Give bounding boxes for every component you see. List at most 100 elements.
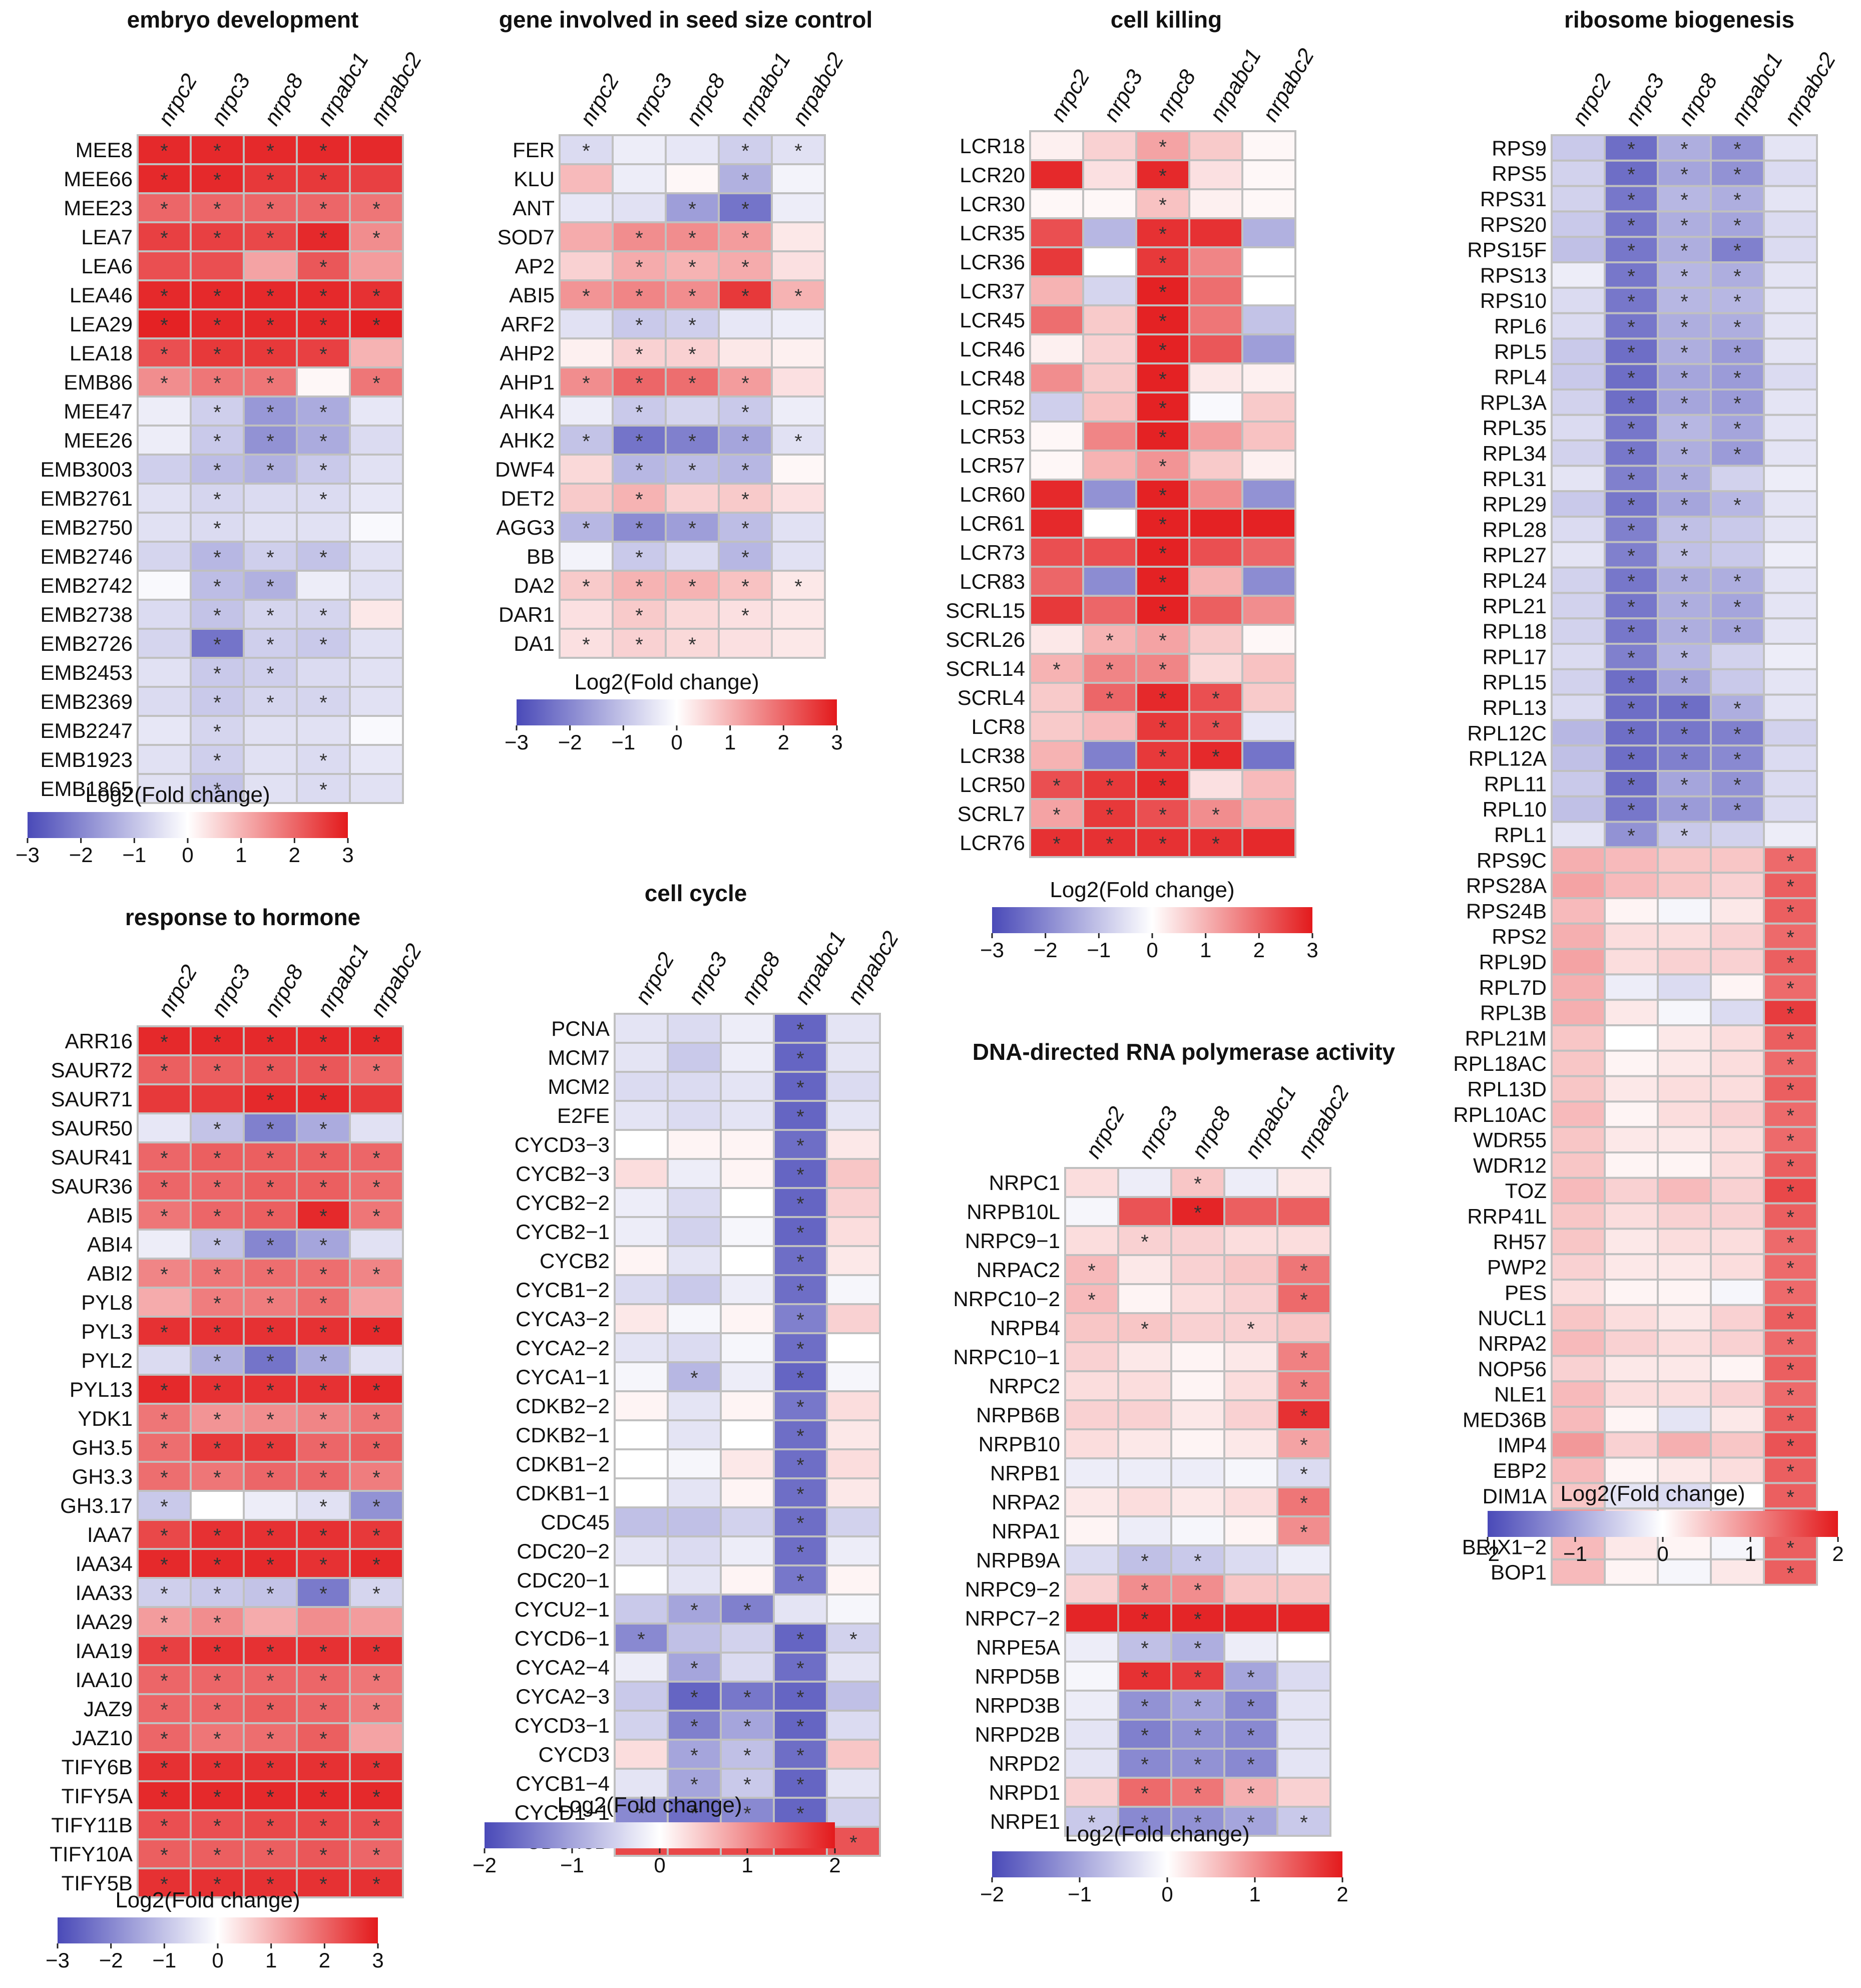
heatmap-cell (771, 395, 826, 427)
significance-star: * (1680, 520, 1688, 542)
heatmap-cell (1551, 134, 1606, 162)
significance-star: * (266, 372, 274, 394)
heatmap-cell (667, 1390, 722, 1421)
heatmap-cell (773, 1390, 828, 1421)
significance-star: * (372, 1176, 380, 1199)
heatmap-cell (771, 599, 826, 630)
significance-star: * (266, 1031, 274, 1053)
heatmap-cell (1551, 999, 1606, 1026)
legend-tick-label: 1 (235, 843, 247, 867)
heatmap-cell (614, 1042, 669, 1073)
heatmap-cell (137, 599, 192, 630)
significance-star: * (1159, 630, 1167, 652)
significance-star: * (688, 343, 696, 365)
significance-star: * (688, 314, 696, 336)
legend-tick-label: −1 (560, 1853, 584, 1877)
significance-star: * (1106, 630, 1114, 652)
row-label: JAZ10 (72, 1726, 133, 1750)
heatmap-cell (1551, 897, 1606, 925)
row-label: MEE8 (76, 138, 133, 162)
heatmap-cell (773, 1535, 828, 1566)
row-label: RH57 (1493, 1230, 1547, 1254)
significance-star: * (266, 1118, 274, 1140)
significance-star: * (1159, 310, 1167, 332)
heatmap-cell (771, 279, 826, 310)
heatmap-cell (1551, 414, 1606, 442)
heatmap-cell (1135, 421, 1190, 452)
heatmap-cell (771, 337, 826, 368)
significance-star: * (266, 1641, 274, 1663)
heatmap-cell (349, 1751, 404, 1782)
heatmap-cell (771, 454, 826, 485)
heatmap-cell (1241, 421, 1296, 452)
heatmap-cell (1029, 624, 1084, 655)
heatmap-cell (771, 366, 826, 397)
row-label: RPL3B (1480, 1001, 1547, 1025)
heatmap-cell (720, 1100, 775, 1131)
heatmap-cell (612, 279, 667, 310)
row-label: RPL28 (1483, 518, 1547, 541)
color-legend: Log2(Fold change)−3 −2 −1 0 1 2 3 (46, 1888, 384, 1972)
row-label: LEA18 (70, 341, 133, 365)
row-label: SCRL4 (958, 686, 1025, 709)
heatmap-cell (826, 1448, 881, 1479)
column-label: nrpc8 (259, 70, 308, 130)
heatmap-cell (137, 1722, 192, 1753)
row-label: RPS15F (1467, 238, 1547, 262)
heatmap-cell (349, 425, 404, 456)
heatmap-cell (1763, 566, 1818, 594)
heatmap-cell (137, 657, 192, 688)
significance-star: * (1627, 800, 1635, 822)
significance-star: * (1194, 1638, 1202, 1660)
heatmap-cell (1710, 1100, 1765, 1128)
heatmap-cell (667, 1332, 722, 1363)
row-label: RPL12A (1469, 747, 1547, 770)
significance-star: * (372, 1815, 380, 1837)
significance-star: * (796, 1803, 804, 1825)
heatmap-cell (349, 134, 404, 165)
heatmap-cell (773, 1216, 828, 1247)
heatmap-cell (243, 1867, 298, 1898)
heatmap-cell (1064, 1225, 1119, 1256)
row-label: SOD7 (498, 225, 555, 249)
heatmap-cell (1188, 450, 1243, 481)
heatmap-cell (190, 250, 245, 281)
significance-star: * (741, 285, 749, 307)
heatmap-cell (349, 686, 404, 717)
significance-star: * (213, 576, 221, 598)
legend-colorbar (485, 1822, 835, 1848)
significance-star: * (319, 1467, 327, 1489)
significance-star: * (266, 1728, 274, 1750)
row-label: SAUR41 (51, 1145, 133, 1169)
significance-star: * (1159, 252, 1167, 274)
heatmap-cell (1604, 1533, 1659, 1560)
significance-star: * (1159, 833, 1167, 855)
significance-star: * (635, 227, 643, 249)
significance-star: * (1159, 717, 1167, 739)
heatmap-cell (1657, 210, 1712, 238)
color-legend: Log2(Fold change)−2 −1 0 1 2 (980, 1822, 1348, 1906)
heatmap-cell (1604, 592, 1659, 620)
row-label: EMB2750 (41, 516, 133, 539)
heatmap-cell (243, 1635, 298, 1666)
heatmap-cell (1710, 668, 1765, 696)
heatmap-cell (1657, 1355, 1712, 1383)
significance-star: * (690, 1687, 698, 1709)
heatmap-cell (1170, 1225, 1225, 1256)
heatmap-cell (296, 250, 351, 281)
heatmap-cell (559, 366, 614, 397)
legend-tick-label: −1 (1068, 1882, 1092, 1906)
significance-star: * (794, 431, 802, 453)
row-label: WDR55 (1473, 1128, 1547, 1152)
row-label: EMB2738 (41, 603, 133, 626)
heatmap-cell (1710, 999, 1765, 1026)
legend-tick-label: −2 (558, 730, 582, 754)
significance-star: * (1786, 1435, 1794, 1457)
heatmap-cell (1064, 1690, 1119, 1721)
significance-star: * (796, 1222, 804, 1244)
heatmap-cell (1710, 1202, 1765, 1230)
legend-colorbar (58, 1917, 378, 1943)
heatmap-cell (1763, 1126, 1818, 1153)
heatmap-cell (296, 1461, 351, 1492)
heatmap-cell (826, 1477, 881, 1508)
